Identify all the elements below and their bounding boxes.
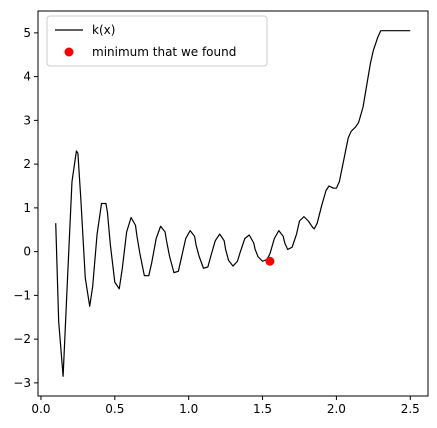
y-tick-label: −2 xyxy=(13,332,31,346)
y-tick-label: 3 xyxy=(23,113,31,127)
x-tick-label: 0.5 xyxy=(105,402,124,416)
legend-marker-swatch xyxy=(64,47,74,57)
x-tick-label: 2.5 xyxy=(401,402,420,416)
y-tick-label: −1 xyxy=(13,288,31,302)
x-tick-label: 1.0 xyxy=(179,402,198,416)
legend-label-k-x: k(x) xyxy=(92,23,115,37)
y-tick-label: 0 xyxy=(23,245,31,259)
minimum-point xyxy=(265,256,275,266)
y-tick-label: 1 xyxy=(23,201,31,215)
legend: k(x) minimum that we found xyxy=(46,15,268,67)
y-tick-label: 2 xyxy=(23,157,31,171)
y-tick-label: 5 xyxy=(23,26,31,40)
legend-box xyxy=(46,15,268,67)
x-tick-label: 2.0 xyxy=(327,402,346,416)
y-tick-label: −3 xyxy=(13,376,31,390)
x-tick-label: 1.5 xyxy=(253,402,272,416)
plot-frame xyxy=(37,10,429,397)
y-tick-label: 4 xyxy=(23,70,31,84)
series-line-k-x xyxy=(55,30,411,377)
axes: 0.0 0.5 1.0 1.5 2.0 2.5 −3 −2 −1 0 1 2 3 4 5 xyxy=(13,26,420,416)
legend-label-minimum: minimum that we found xyxy=(92,45,236,59)
plot-marks xyxy=(55,30,411,377)
x-tick-label: 0.0 xyxy=(31,402,50,416)
